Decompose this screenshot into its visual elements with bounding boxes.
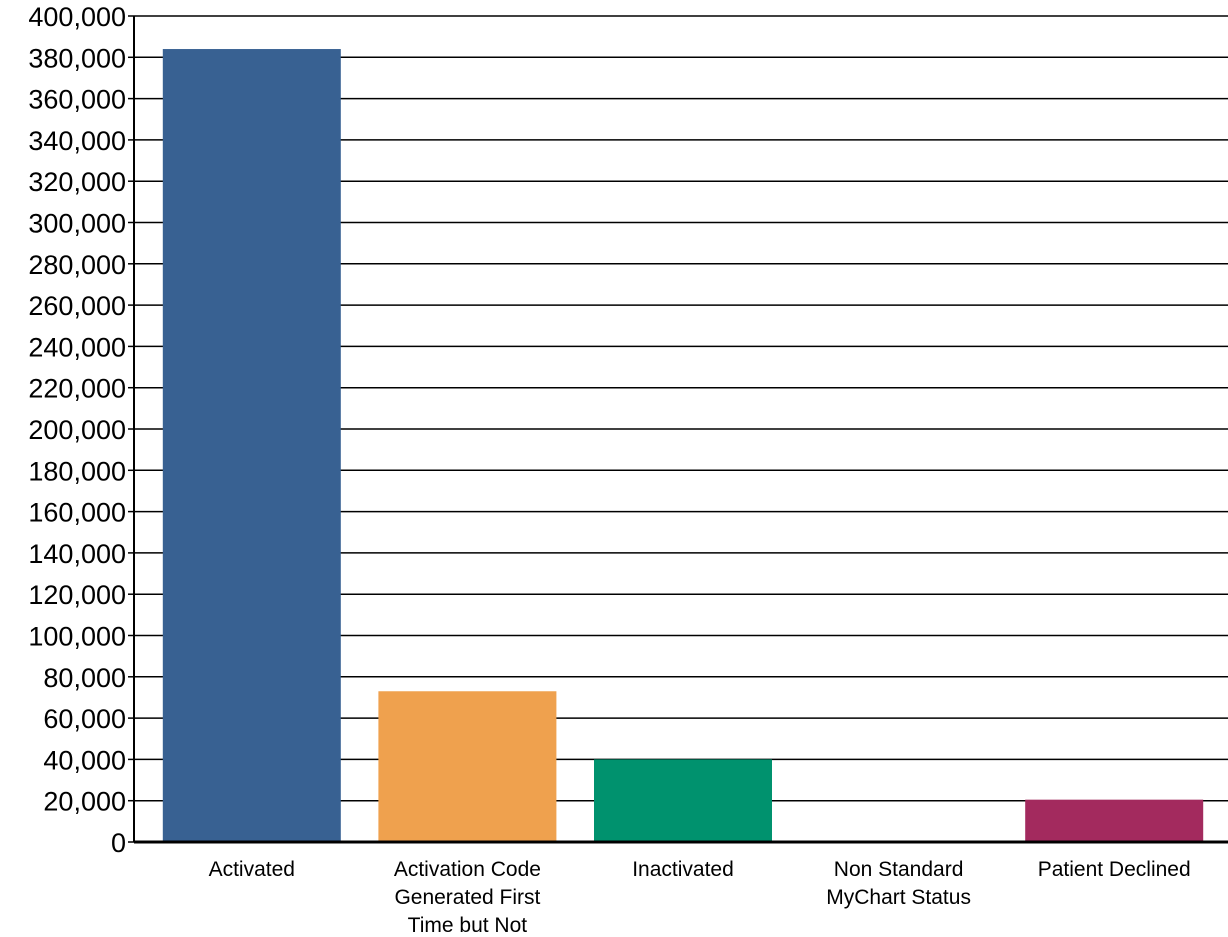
y-tick-label: 400,000	[28, 2, 126, 32]
y-tick-label: 220,000	[28, 374, 126, 404]
y-tick-label: 380,000	[28, 43, 126, 73]
y-tick-label: 300,000	[28, 209, 126, 239]
y-tick-label: 140,000	[28, 539, 126, 569]
y-tick-label: 80,000	[43, 663, 126, 693]
y-tick-label: 280,000	[28, 250, 126, 280]
x-tick-label: Patient Declined	[1038, 858, 1191, 881]
y-tick-label: 260,000	[28, 291, 126, 321]
y-tick-label: 40,000	[43, 745, 126, 775]
x-axis-tick-labels: Activated Activation Code Generated First T…	[209, 858, 1191, 937]
x-tick-label: Activated	[209, 858, 295, 881]
bars	[162, 49, 1204, 843]
x-tick-label: Inactivated	[632, 858, 734, 881]
bar	[378, 691, 557, 842]
y-tick-label: 240,000	[28, 332, 126, 362]
y-tick-label: 200,000	[28, 415, 126, 445]
x-tick-label: Generated First	[394, 886, 540, 909]
y-tick-label: 360,000	[28, 85, 126, 115]
x-tick-label: Activation Code	[394, 858, 541, 881]
bar	[162, 49, 341, 843]
bar	[1025, 799, 1204, 842]
y-tick-label: 160,000	[28, 498, 126, 528]
axes	[128, 15, 1228, 844]
y-tick-label: 120,000	[28, 580, 126, 610]
y-axis-tick-labels: 0 20,000 40,000 60,000 80,000 100,000 120,000 1…	[28, 2, 126, 858]
y-tick-label: 0	[111, 828, 126, 858]
y-tick-label: 20,000	[43, 787, 126, 817]
x-tick-label: Time but Not	[408, 914, 528, 937]
y-tick-label: 60,000	[43, 704, 126, 734]
bar	[594, 759, 772, 842]
x-tick-label: MyChart Status	[826, 886, 971, 909]
y-tick-label: 180,000	[28, 456, 126, 486]
y-tick-label: 100,000	[28, 622, 126, 652]
y-tick-label: 340,000	[28, 126, 126, 156]
y-tick-label: 320,000	[28, 167, 126, 197]
x-tick-label: Non Standard	[834, 858, 964, 881]
